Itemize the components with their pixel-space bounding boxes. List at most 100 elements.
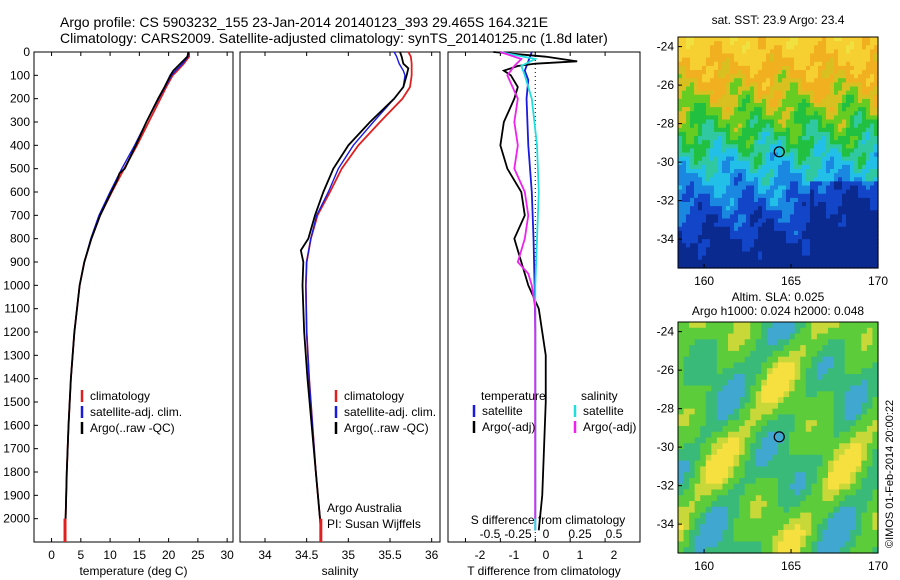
- map-cell: [700, 495, 707, 502]
- map-cell: [766, 420, 774, 427]
- map-cell: [774, 86, 779, 92]
- map-cell: [744, 397, 751, 404]
- map-cell: [739, 397, 746, 404]
- map-cell: [742, 230, 747, 236]
- map-cell: [730, 45, 735, 50]
- map-cell: [790, 41, 795, 46]
- map-y-tick-label: -24: [657, 325, 675, 339]
- map-cell: [700, 524, 707, 531]
- map-cell: [772, 402, 779, 410]
- map-cell: [678, 127, 683, 133]
- map-cell: [872, 541, 879, 548]
- map-cell: [738, 181, 743, 187]
- map-cell: [794, 70, 799, 75]
- map-cell: [689, 350, 696, 358]
- map-cell: [833, 524, 840, 531]
- map-cell: [770, 214, 775, 220]
- map-cell: [746, 74, 751, 79]
- map-cell: [711, 385, 718, 392]
- map-cell: [802, 247, 807, 253]
- map-cell: [694, 177, 699, 182]
- map-cell: [772, 524, 779, 531]
- map-cell: [794, 547, 801, 554]
- map-cell: [746, 230, 751, 236]
- map-cell: [778, 222, 783, 228]
- map-cell: [742, 49, 747, 55]
- map-cell: [762, 37, 767, 42]
- map-cell: [800, 339, 807, 346]
- map-cell: [794, 103, 799, 108]
- map-cell: [861, 454, 868, 462]
- map-cell: [739, 506, 746, 514]
- map-cell: [710, 206, 715, 211]
- map-cell: [682, 140, 687, 145]
- map-cell: [846, 222, 851, 228]
- legend-label: satellite: [482, 404, 523, 418]
- map-cell: [722, 239, 727, 244]
- map-cell: [702, 218, 707, 224]
- map-cell: [794, 214, 799, 220]
- map-cell: [683, 547, 690, 554]
- map-cell: [839, 541, 846, 548]
- map-cell: [854, 152, 859, 158]
- map-cell: [798, 144, 803, 149]
- map-cell: [706, 41, 711, 46]
- map-cell: [858, 144, 863, 149]
- map-cell: [682, 98, 687, 104]
- map-cell: [838, 78, 843, 83]
- map-cell: [870, 222, 875, 228]
- map-cell: [750, 379, 757, 387]
- map-cell: [858, 127, 863, 133]
- map-cell: [716, 449, 724, 456]
- map-cell: [816, 368, 824, 375]
- map-cell: [744, 518, 751, 525]
- map-cell: [855, 454, 862, 462]
- map-cell: [690, 144, 695, 149]
- map-cell: [750, 202, 755, 207]
- map-cell: [742, 193, 747, 199]
- map-cell: [802, 164, 807, 170]
- map-cell: [802, 37, 807, 42]
- map-cell: [726, 181, 731, 187]
- map-cell: [700, 472, 707, 479]
- map-cell: [854, 239, 859, 244]
- map-cell: [872, 339, 879, 346]
- map-cell: [818, 103, 823, 108]
- map-cell: [694, 379, 701, 387]
- map-cell: [738, 107, 743, 112]
- map-cell: [850, 49, 855, 55]
- map-cell: [690, 86, 695, 92]
- map-cell: [706, 202, 711, 207]
- map-cell: [850, 78, 855, 83]
- map-cell: [866, 333, 874, 340]
- map-cell: [682, 144, 687, 149]
- map-cell: [722, 350, 729, 358]
- map-cell: [802, 177, 807, 182]
- map-cell: [822, 263, 827, 269]
- map-cell: [862, 148, 867, 154]
- map-cell: [702, 57, 707, 63]
- map-cell: [862, 127, 867, 133]
- map-cell: [822, 373, 829, 381]
- map-cell: [854, 103, 859, 108]
- map-cell: [770, 136, 775, 141]
- map-cell: [678, 98, 683, 104]
- map-cell: [714, 218, 719, 224]
- map-cell: [850, 53, 855, 59]
- map-cell: [774, 70, 779, 75]
- map-cell: [782, 197, 787, 203]
- map-cell: [854, 177, 859, 182]
- map-cell: [774, 185, 779, 191]
- map-cell: [818, 156, 823, 162]
- map-cell: [726, 45, 731, 50]
- map-cell: [861, 420, 868, 427]
- map-cell: [705, 379, 712, 387]
- map-cell: [683, 379, 690, 387]
- map-cell: [816, 345, 824, 352]
- x-tick-label: 0: [543, 548, 550, 562]
- map-cell: [722, 49, 727, 55]
- map-cell: [716, 402, 724, 410]
- map-cell: [872, 443, 879, 450]
- map-cell: [766, 111, 771, 116]
- map-cell: [874, 131, 879, 137]
